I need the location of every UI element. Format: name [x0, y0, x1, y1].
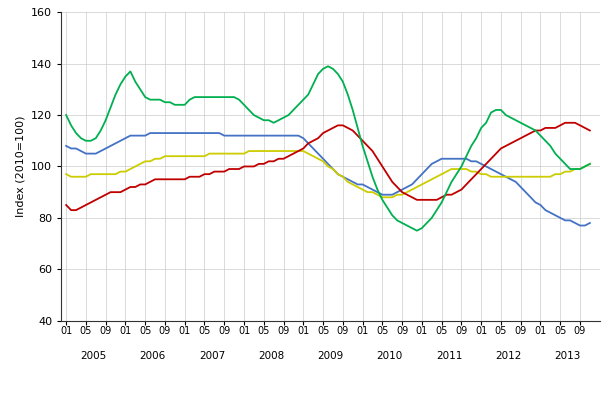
Metal industry: [62, 113, 70, 118]
Metal industry: [413, 228, 420, 233]
Chemical industry: [438, 195, 446, 200]
Chemical industry: [556, 123, 564, 128]
Chemical industry: [463, 182, 470, 187]
Manufacture of textiles and textile products: [532, 200, 539, 205]
Metal industry: [561, 162, 569, 166]
Manufacture of paper and paper products: [220, 151, 228, 156]
Text: 2005: 2005: [80, 351, 106, 361]
Manufacture of paper and paper products: [561, 169, 569, 174]
Text: 2012: 2012: [495, 351, 521, 361]
Text: 2007: 2007: [199, 351, 225, 361]
Chemical industry: [561, 120, 569, 125]
Line: Manufacture of textiles and textile products: Manufacture of textiles and textile prod…: [66, 133, 590, 226]
Manufacture of textiles and textile products: [556, 215, 564, 220]
Manufacture of paper and paper products: [492, 174, 499, 179]
Metal industry: [492, 108, 499, 113]
Text: 2011: 2011: [436, 351, 462, 361]
Metal industry: [324, 64, 332, 69]
Chemical industry: [225, 166, 233, 171]
Manufacture of textiles and textile products: [586, 220, 594, 225]
Text: 2008: 2008: [258, 351, 285, 361]
Line: Manufacture of paper and paper products: Manufacture of paper and paper products: [66, 151, 590, 197]
Line: Metal industry: Metal industry: [66, 66, 590, 231]
Manufacture of paper and paper products: [468, 169, 475, 174]
Manufacture of paper and paper products: [245, 149, 253, 154]
Metal industry: [586, 162, 594, 166]
Manufacture of paper and paper products: [586, 162, 594, 166]
Manufacture of textiles and textile products: [487, 166, 494, 171]
Text: 2006: 2006: [140, 351, 166, 361]
Chemical industry: [487, 156, 494, 161]
Line: Chemical industry: Chemical industry: [66, 123, 590, 210]
Metal industry: [443, 190, 450, 195]
Manufacture of paper and paper products: [62, 172, 70, 177]
Manufacture of paper and paper products: [443, 169, 450, 174]
Metal industry: [220, 95, 228, 99]
Text: 2013: 2013: [554, 351, 581, 361]
Chemical industry: [67, 208, 75, 212]
Manufacture of textiles and textile products: [225, 133, 233, 138]
Chemical industry: [586, 128, 594, 133]
Manufacture of textiles and textile products: [463, 156, 470, 161]
Text: 2009: 2009: [318, 351, 343, 361]
Metal industry: [537, 133, 544, 138]
Metal industry: [468, 143, 475, 148]
Manufacture of paper and paper products: [537, 174, 544, 179]
Chemical industry: [532, 128, 539, 133]
Manufacture of textiles and textile products: [438, 156, 446, 161]
Manufacture of textiles and textile products: [62, 143, 70, 148]
Text: 2010: 2010: [376, 351, 403, 361]
Manufacture of textiles and textile products: [146, 131, 154, 136]
Y-axis label: Index (2010=100): Index (2010=100): [15, 116, 26, 217]
Manufacture of paper and paper products: [379, 195, 386, 200]
Chemical industry: [62, 203, 70, 208]
Manufacture of textiles and textile products: [577, 223, 584, 228]
